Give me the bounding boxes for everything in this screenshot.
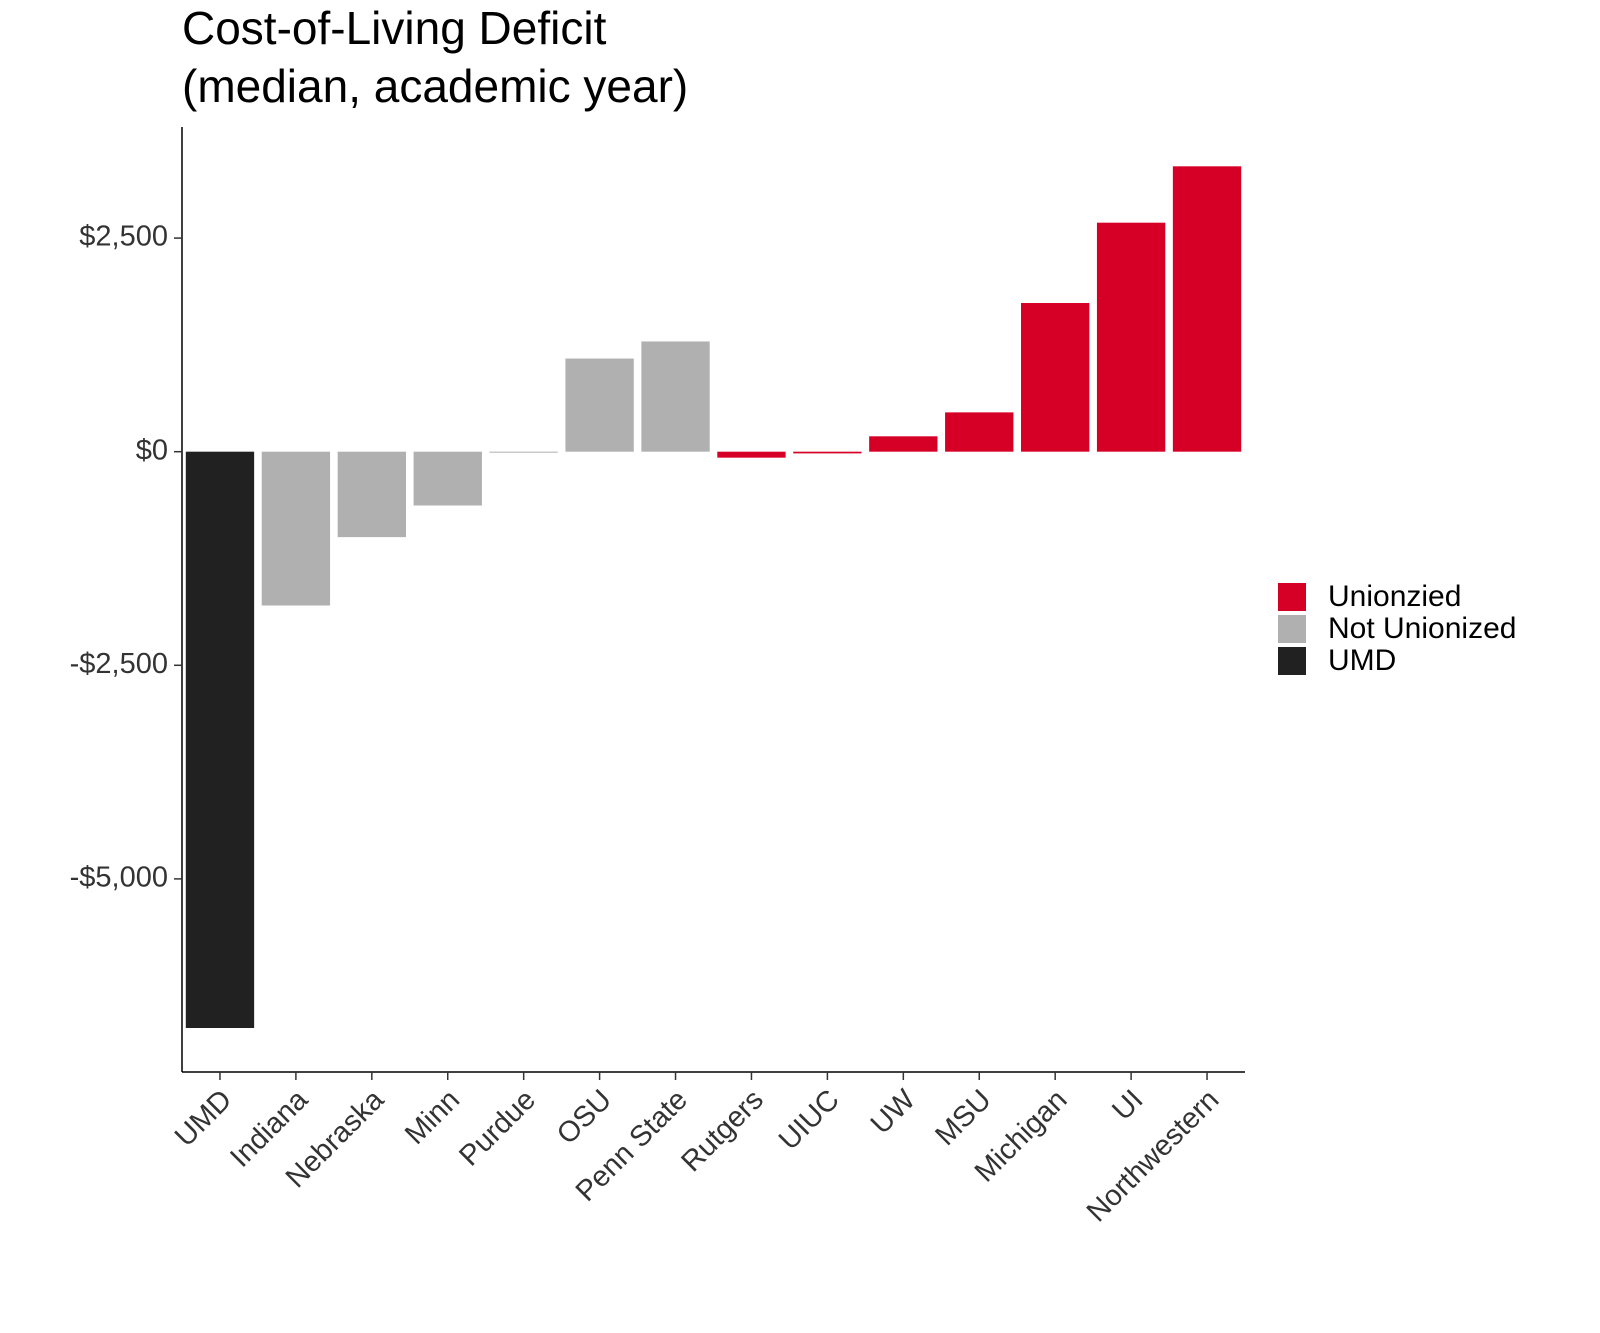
x-tick-label: OSU bbox=[551, 1084, 618, 1151]
chart-title: Cost-of-Living Deficit bbox=[182, 2, 607, 54]
bar bbox=[565, 358, 634, 452]
x-tick-label: UIUC bbox=[773, 1084, 846, 1157]
bar bbox=[1021, 303, 1090, 452]
bar bbox=[1172, 166, 1242, 452]
legend-key bbox=[1278, 583, 1306, 611]
bar bbox=[261, 451, 331, 606]
x-tick-label: Minn bbox=[399, 1084, 466, 1151]
bar bbox=[185, 451, 255, 1028]
bar bbox=[337, 451, 406, 538]
legend-key bbox=[1278, 615, 1306, 643]
x-tick-label: MSU bbox=[929, 1084, 997, 1152]
legend-label: Not Unionized bbox=[1328, 612, 1516, 645]
legend-label: Unionzied bbox=[1328, 580, 1461, 613]
bar bbox=[413, 451, 482, 506]
chart-title: (median, academic year) bbox=[182, 60, 688, 112]
x-tick-label: UI bbox=[1106, 1084, 1149, 1127]
bar bbox=[869, 436, 938, 452]
bar bbox=[793, 451, 862, 454]
bar bbox=[717, 451, 786, 458]
x-tick-label: UMD bbox=[169, 1084, 238, 1153]
bar bbox=[945, 412, 1014, 452]
x-tick-label: Northwestern bbox=[1081, 1084, 1226, 1229]
x-tick-label: Purdue bbox=[453, 1084, 542, 1173]
legend-key bbox=[1278, 647, 1306, 675]
bar bbox=[1096, 222, 1166, 452]
bar bbox=[641, 341, 710, 452]
y-tick-label: $2,500 bbox=[79, 221, 168, 253]
y-tick-label: $0 bbox=[136, 434, 168, 466]
x-tick-label: UW bbox=[865, 1083, 922, 1140]
bar bbox=[489, 451, 558, 453]
y-tick-label: -$2,500 bbox=[70, 648, 168, 680]
y-tick-label: -$5,000 bbox=[70, 862, 168, 894]
x-tick-label: Rutgers bbox=[675, 1084, 769, 1178]
legend-label: UMD bbox=[1328, 644, 1396, 677]
